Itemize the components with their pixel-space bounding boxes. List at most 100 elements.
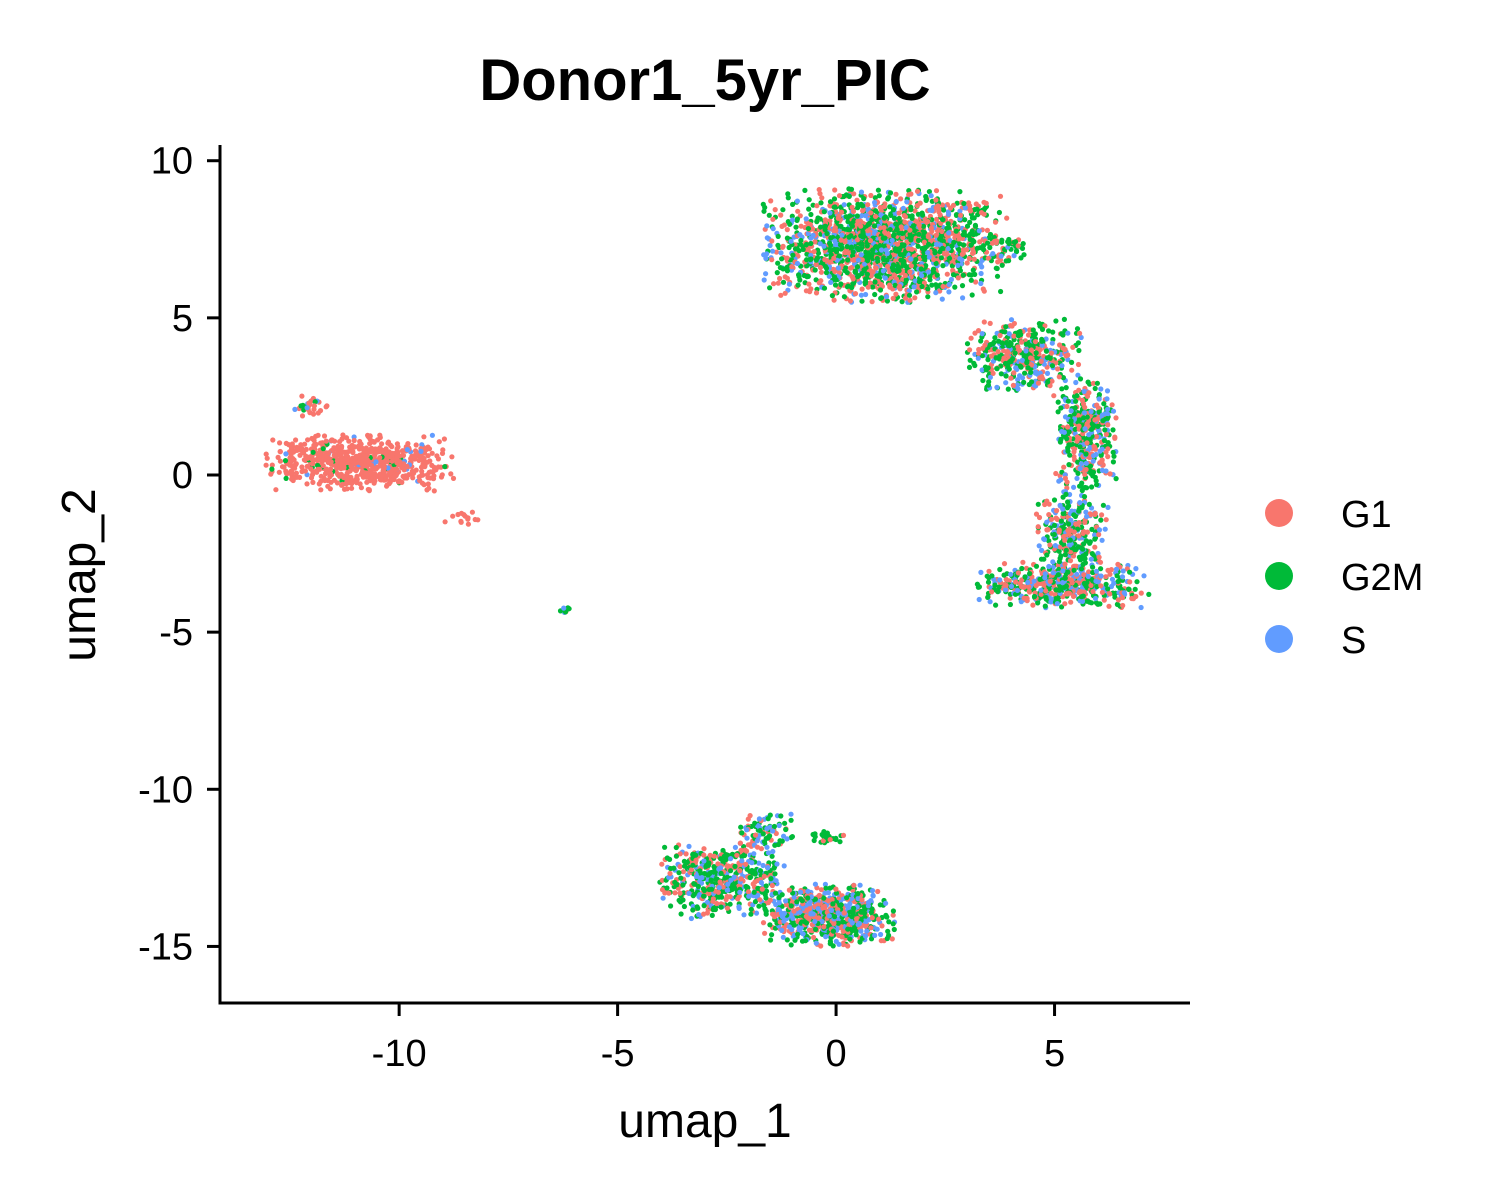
point-g2m-770 bbox=[810, 202, 816, 208]
point-g1-1649 bbox=[1084, 393, 1091, 399]
point-s-152 bbox=[763, 255, 769, 261]
point-g1-1708 bbox=[1046, 511, 1052, 518]
point-s-778 bbox=[770, 848, 776, 855]
point-g2m-602 bbox=[814, 219, 820, 225]
point-s-601 bbox=[1083, 509, 1089, 515]
point-g1-2028 bbox=[735, 896, 741, 902]
point-g1-1814 bbox=[1120, 602, 1126, 609]
point-g2m-1237 bbox=[1074, 393, 1080, 399]
point-g2m-2153 bbox=[799, 898, 805, 904]
point-g1-224 bbox=[370, 465, 376, 471]
point-g2m-2036 bbox=[885, 928, 891, 934]
point-s-51 bbox=[904, 199, 910, 205]
point-s-659 bbox=[1138, 604, 1144, 611]
point-g2m-855 bbox=[831, 196, 838, 202]
point-g1-1883 bbox=[1013, 579, 1019, 585]
point-s-24 bbox=[292, 406, 298, 412]
point-g1-963 bbox=[898, 196, 904, 202]
point-s-249 bbox=[906, 288, 912, 294]
point-s-65 bbox=[764, 251, 770, 257]
point-g2m-2220 bbox=[812, 834, 818, 840]
point-g1-309 bbox=[410, 475, 416, 481]
point-s-269 bbox=[769, 248, 776, 254]
point-g1-1800 bbox=[1099, 589, 1105, 596]
point-g2m-2032 bbox=[830, 943, 836, 949]
point-g2m-530 bbox=[927, 274, 933, 280]
point-g2m-1832 bbox=[727, 901, 733, 907]
point-g2m-1677 bbox=[676, 870, 682, 876]
point-g2m-630 bbox=[847, 213, 853, 219]
point-g2m-374 bbox=[827, 199, 834, 205]
point-g1-948 bbox=[912, 295, 918, 301]
point-g2m-644 bbox=[780, 207, 786, 213]
point-g2m-1815 bbox=[711, 869, 717, 875]
point-s-27 bbox=[561, 605, 567, 611]
point-g2m-206 bbox=[959, 283, 966, 289]
point-g1-2101 bbox=[659, 877, 665, 883]
point-g2m-1810 bbox=[678, 875, 684, 881]
point-g1-1621 bbox=[1113, 415, 1119, 421]
point-g2m-849 bbox=[964, 223, 971, 229]
point-g2m-156 bbox=[946, 255, 953, 261]
point-g2m-428 bbox=[920, 254, 927, 260]
point-s-196 bbox=[778, 250, 784, 256]
point-s-579 bbox=[1036, 543, 1042, 549]
point-s-279 bbox=[900, 205, 907, 211]
point-g2m-939 bbox=[1029, 379, 1035, 385]
point-g1-2010 bbox=[683, 851, 689, 857]
point-g2m-1513 bbox=[1022, 574, 1028, 580]
point-g2m-743 bbox=[780, 279, 787, 285]
point-g2m-1077 bbox=[999, 340, 1005, 346]
data-points bbox=[263, 186, 1152, 949]
point-g1-2357 bbox=[773, 830, 779, 837]
point-s-832 bbox=[773, 878, 779, 884]
point-g2m-1912 bbox=[844, 895, 850, 901]
point-g2m-181 bbox=[968, 242, 974, 248]
point-g2m-1765 bbox=[772, 871, 778, 877]
point-s-60 bbox=[928, 193, 934, 199]
point-g1-2183 bbox=[762, 930, 768, 936]
point-g2m-1824 bbox=[694, 904, 700, 910]
point-s-725 bbox=[1008, 571, 1014, 577]
point-s-1088 bbox=[764, 844, 770, 850]
point-g2m-2040 bbox=[779, 903, 785, 909]
point-g1-735 bbox=[973, 279, 979, 285]
point-g2m-1143 bbox=[1059, 386, 1065, 392]
point-s-1035 bbox=[783, 898, 789, 904]
point-g1-399 bbox=[405, 441, 411, 447]
point-s-266 bbox=[998, 253, 1004, 259]
point-s-1030 bbox=[780, 912, 786, 918]
point-s-478 bbox=[1104, 388, 1111, 394]
point-s-523 bbox=[1098, 386, 1104, 392]
point-g1-330 bbox=[425, 481, 431, 487]
point-g1-1524 bbox=[967, 347, 973, 353]
point-g2m-376 bbox=[774, 270, 780, 276]
point-g2m-1453 bbox=[1059, 604, 1065, 610]
point-g1-1347 bbox=[933, 197, 939, 203]
point-g2m-1940 bbox=[821, 895, 827, 901]
point-g1-1593 bbox=[1061, 464, 1067, 470]
point-s-1002 bbox=[845, 905, 851, 911]
point-s-917 bbox=[822, 881, 829, 888]
point-g2m-1565 bbox=[1127, 569, 1133, 575]
point-s-326 bbox=[827, 210, 833, 216]
point-g1-1538 bbox=[1075, 361, 1082, 368]
point-g2m-1144 bbox=[1089, 484, 1095, 490]
point-s-494 bbox=[1081, 388, 1087, 394]
point-g1-2299 bbox=[818, 943, 824, 949]
point-g2m-2198 bbox=[738, 824, 744, 830]
point-g1-511 bbox=[421, 434, 427, 440]
point-g1-99 bbox=[332, 451, 338, 457]
point-s-106 bbox=[764, 223, 770, 229]
point-g2m-1850 bbox=[673, 844, 679, 851]
point-g2m-386 bbox=[885, 196, 891, 202]
point-g1-1685 bbox=[1036, 514, 1043, 521]
point-g2m-1663 bbox=[690, 907, 696, 913]
point-g1-1204 bbox=[779, 223, 785, 229]
point-g1-2014 bbox=[707, 852, 713, 859]
point-s-506 bbox=[1104, 396, 1110, 402]
point-g1-911 bbox=[933, 188, 940, 194]
point-g2m-1040 bbox=[1023, 341, 1029, 347]
point-g2m-945 bbox=[1002, 329, 1008, 335]
point-g1-639 bbox=[392, 466, 398, 472]
